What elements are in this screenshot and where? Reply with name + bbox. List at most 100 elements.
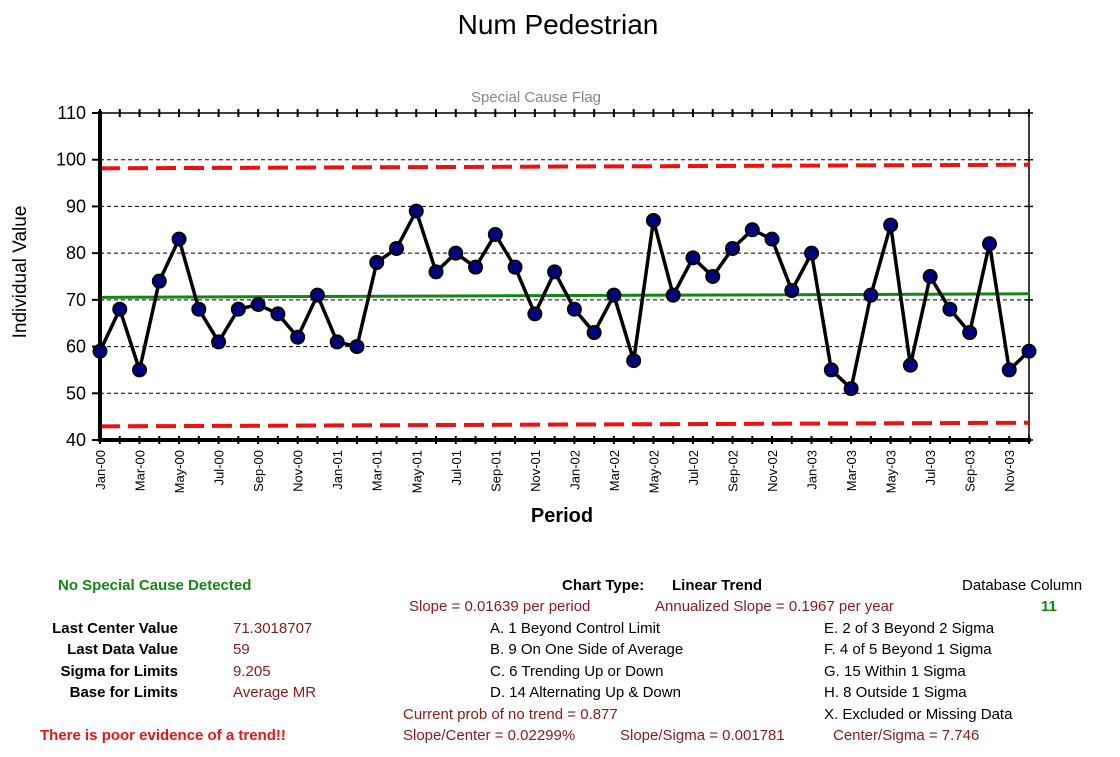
data-point — [448, 245, 464, 261]
y-tick-label: 40 — [66, 430, 86, 450]
data-point — [507, 259, 523, 275]
y-tick-label: 70 — [66, 290, 86, 310]
data-point — [211, 334, 227, 350]
rule-f: F. 4 of 5 Beyond 1 Sigma — [824, 641, 992, 658]
x-tick-label: Sep-01 — [488, 450, 503, 492]
poor-evidence-text: There is poor evidence of a trend!! — [40, 727, 286, 744]
rule-c: C. 6 Trending Up or Down — [490, 663, 664, 680]
rule-e: E. 2 of 3 Beyond 2 Sigma — [824, 620, 995, 637]
database-column-value: 11 — [1041, 598, 1057, 615]
x-axis-label: Period — [531, 505, 593, 527]
x-tick-label: Mar-01 — [370, 450, 385, 491]
annualized-slope-text: Annualized Slope = 0.1967 per year — [655, 598, 894, 615]
rule-g: G. 15 Within 1 Sigma — [824, 663, 966, 680]
y-tick-label: 100 — [56, 150, 86, 170]
data-point — [92, 343, 108, 359]
data-point — [1001, 362, 1017, 378]
data-point — [566, 301, 582, 317]
x-tick-label: Nov-01 — [528, 450, 543, 492]
slope-sigma-text: Slope/Sigma = 0.001781 — [620, 727, 785, 744]
prob-no-trend-text: Current prob of no trend = 0.877 — [403, 706, 618, 723]
data-point — [112, 301, 128, 317]
data-point — [981, 236, 997, 252]
data-point — [922, 269, 938, 284]
data-point — [764, 231, 780, 247]
y-tick-label: 50 — [66, 383, 86, 403]
data-point — [784, 283, 800, 299]
data-point — [942, 301, 958, 317]
data-point — [586, 325, 602, 341]
x-tick-label: Jan-03 — [805, 450, 820, 490]
data-point — [645, 212, 661, 228]
slope-center-text: Slope/Center = 0.02299% — [403, 727, 576, 744]
database-column-label: Database Column — [962, 577, 1083, 594]
no-special-cause-text: No Special Cause Detected — [58, 577, 252, 594]
x-tick-label: May-00 — [172, 450, 187, 493]
rule-d: D. 14 Alternating Up & Down — [490, 684, 681, 701]
chart-type-value: Linear Trend — [672, 577, 763, 594]
data-point — [705, 269, 721, 284]
data-point — [725, 240, 741, 256]
data-point — [606, 287, 622, 303]
data-point — [270, 306, 286, 322]
slope-text: Slope = 0.01639 per period — [409, 598, 591, 615]
rule-h: H. 8 Outside 1 Sigma — [824, 684, 967, 701]
x-tick-label: Jul-02 — [686, 450, 701, 485]
data-point — [823, 362, 839, 378]
data-point — [685, 250, 701, 266]
data-point — [428, 264, 444, 280]
x-tick-label: Nov-03 — [1002, 450, 1017, 492]
y-axis-label: Individual Value — [10, 206, 31, 339]
center-sigma-text: Center/Sigma = 7.746 — [833, 727, 980, 744]
data-point — [665, 287, 681, 303]
x-tick-label: Sep-00 — [251, 450, 266, 492]
x-tick-label: Jul-03 — [923, 450, 938, 485]
data-point — [329, 334, 345, 350]
chart-type-label: Chart Type: — [562, 577, 645, 594]
data-point — [843, 381, 859, 397]
data-point — [369, 254, 385, 270]
x-tick-label: Jan-02 — [567, 450, 582, 490]
data-point — [744, 222, 760, 238]
data-point — [804, 245, 820, 261]
y-tick-label: 60 — [66, 337, 86, 357]
data-point — [547, 264, 563, 280]
x-tick-label: Mar-03 — [844, 450, 859, 491]
stat-value-sigma: 9.205 — [233, 663, 271, 680]
x-tick-label: Jul-00 — [212, 450, 227, 485]
data-point — [230, 301, 246, 317]
stat-value-base: Average MR — [233, 684, 317, 701]
data-point — [132, 362, 148, 378]
rule-x: X. Excluded or Missing Data — [824, 706, 1013, 723]
x-tick-label: May-03 — [884, 450, 899, 493]
chart-subtitle: Special Cause Flag — [471, 89, 601, 106]
x-tick-label: Jul-01 — [449, 450, 464, 485]
data-point — [883, 217, 899, 233]
data-point — [151, 273, 167, 289]
data-point — [487, 226, 503, 242]
data-point — [626, 353, 642, 369]
data-point — [171, 231, 187, 247]
x-tick-label: May-02 — [646, 450, 661, 493]
stat-label-sigma: Sigma for Limits — [60, 663, 178, 680]
upper-control-limit — [99, 162, 1030, 171]
lower-control-limit — [99, 420, 1030, 429]
x-tick-label: Sep-02 — [726, 450, 741, 492]
stat-label-last-center: Last Center Value — [52, 620, 178, 637]
x-tick-label: Nov-02 — [765, 450, 780, 492]
center-line — [99, 292, 1030, 299]
x-tick-label: May-01 — [409, 450, 424, 493]
data-point — [962, 325, 978, 341]
stat-value-last-data: 59 — [233, 641, 250, 658]
rule-b: B. 9 On One Side of Average — [490, 641, 684, 658]
y-tick-label: 90 — [66, 196, 86, 216]
stat-label-last-data: Last Data Value — [67, 641, 178, 658]
data-point — [290, 329, 306, 345]
data-point — [468, 259, 484, 275]
y-tick-label: 80 — [66, 243, 86, 263]
data-point — [902, 357, 918, 373]
data-point — [349, 339, 365, 355]
x-tick-label: Sep-03 — [963, 450, 978, 492]
stat-value-last-center: 71.3018707 — [233, 620, 313, 637]
